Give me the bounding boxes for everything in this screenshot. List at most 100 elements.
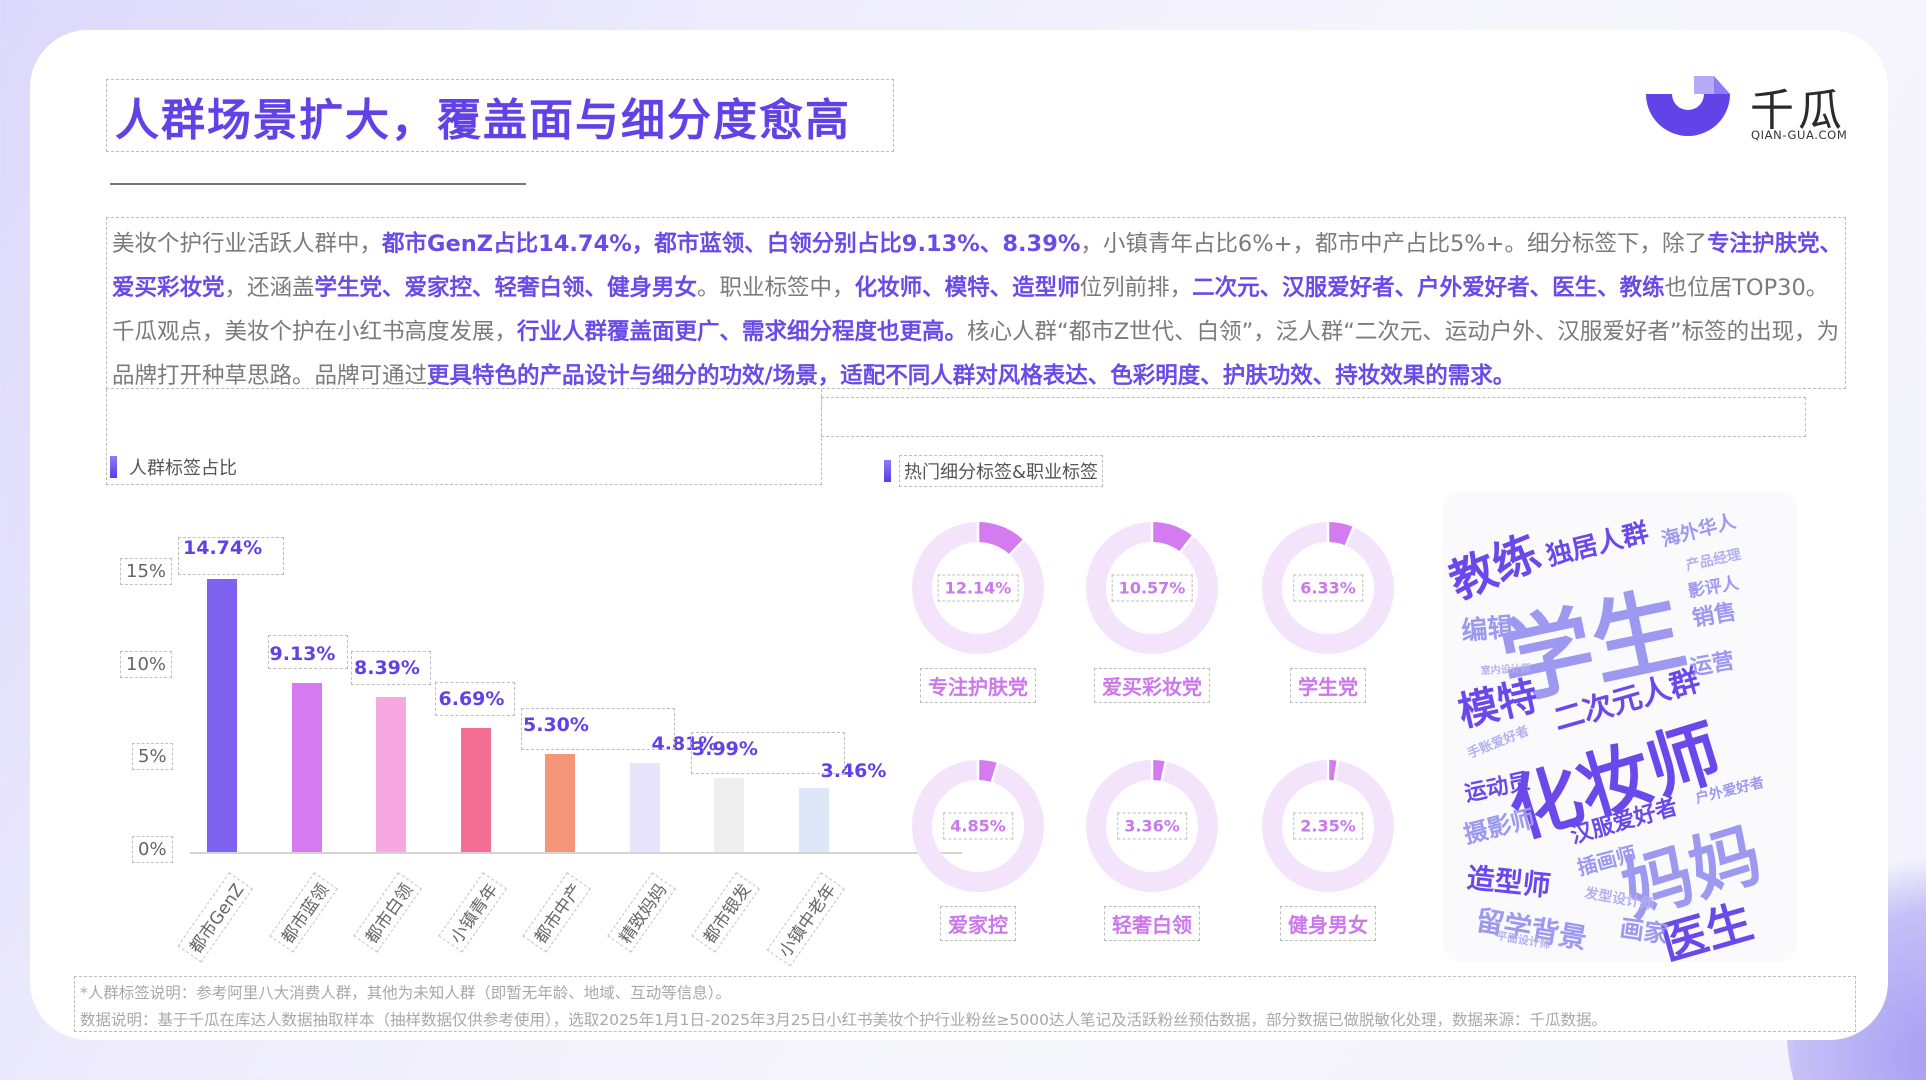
donut-percentage: 3.36% (1117, 812, 1187, 840)
donut-专注护肤党[interactable] (912, 522, 1044, 654)
x-axis (190, 852, 962, 854)
bar-精致妈妈[interactable] (629, 762, 660, 852)
x-axis-label: 精致妈妈 (606, 872, 676, 953)
qiangua-logo-icon (1646, 76, 1730, 136)
bar-都市银发[interactable] (714, 778, 744, 852)
body-text: 。职业标签中， (697, 275, 855, 301)
bar-value-label: 3.46% (820, 759, 887, 782)
value-label-box (351, 650, 431, 685)
donut-ring-icon (912, 522, 1044, 654)
bar-value-label: 3.99% (692, 738, 758, 761)
donut-label: 专注护肤党 (920, 668, 1036, 703)
donut-爱家控[interactable] (912, 760, 1044, 892)
summary-paragraph: 千瓜观点，美妆个护在小红书高度发展，行业人群覆盖面更广、需求细分程度也更高。核心… (112, 310, 1847, 398)
x-axis-label: 都市白领 (353, 872, 422, 953)
body-text: 千瓜观点，美妆个护在小红书高度发展， (112, 319, 518, 345)
logo-domain: QIAN-GUA.COM (1751, 128, 1848, 142)
donut-label: 爱家控 (940, 906, 1016, 941)
highlight-text: 专注护肤党、爱买彩妆党 (112, 231, 1843, 301)
highlight-text: 行业人群覆盖面更广、需求细分程度也更高。 (517, 319, 968, 345)
word-cloud-word: 海外华人 (1659, 510, 1739, 552)
highlight-text: 化妆师、模特、造型师 (854, 275, 1080, 301)
body-text: ，还涵盖 (224, 275, 315, 301)
body-text: ，小镇青年占比6%+，都市中产占比5%+。细分标签下，除了 (1080, 231, 1708, 257)
footer-note-crowd: *人群标签说明：参考阿里八大消费人群，其他为未知人群（即暂无年龄、地域、互动等信… (80, 984, 732, 1002)
value-label-box (435, 682, 515, 716)
summary-box (106, 217, 1846, 389)
value-label-box (178, 536, 284, 575)
donut-轻奢白领[interactable] (1086, 760, 1218, 892)
donut-label: 爱买彩妆党 (1094, 668, 1210, 703)
donut-percentage: 6.33% (1293, 574, 1363, 602)
bar-小镇青年[interactable] (460, 728, 491, 852)
bar-都市GenZ[interactable] (207, 578, 237, 852)
highlight-text: 更具特色的产品设计与细分的功效/场景，适配不同人群对风格表达、色彩明度、护肤功效… (427, 363, 1516, 389)
x-axis-label: 小镇中老年 (766, 872, 845, 967)
word-cloud-word: 造型师 (1465, 861, 1553, 903)
word-cloud-word: 销售 (1690, 599, 1739, 633)
highlight-text: 二次元、汉服爱好者、户外爱好者、医生、教练 (1192, 275, 1665, 301)
donut-label: 健身男女 (1280, 906, 1376, 941)
highlight-text: 都市GenZ占比14.74%，都市蓝领、白领分别占比9.13%、8.39% (382, 231, 1081, 257)
value-label-box (521, 707, 675, 750)
highlight-text: 学生党、爱家控、轻奢白领、健身男女 (314, 275, 698, 301)
word-cloud-word: 编辑 (1460, 612, 1515, 648)
y-axis-tick: 5% (132, 743, 173, 770)
bar-value-label: 6.69% (438, 688, 505, 710)
x-axis-label: 都市银发 (691, 872, 760, 953)
body-text: 位列前排， (1079, 275, 1193, 301)
donut-ring-icon (1262, 522, 1394, 654)
summary-paragraph: 美妆个护行业活跃人群中，都市GenZ占比14.74%，都市蓝领、白领分别占比9.… (112, 222, 1847, 310)
donut-percentage: 2.35% (1293, 812, 1363, 840)
bar-都市中产[interactable] (545, 753, 575, 852)
donut-ring-icon (1262, 760, 1394, 892)
occupation-word-cloud: 学生 化妆师 妈妈 教练 医生 模特 独居人群 二次元人群 海外华人 产品经理 影评人 销售 编辑 运营室… (1443, 492, 1797, 962)
x-axis-label: 都市蓝领 (268, 872, 338, 953)
body-text: 也位居TOP30。 (1664, 275, 1829, 301)
bar-都市白领[interactable] (376, 696, 406, 852)
y-axis-tick: 10% (120, 651, 173, 678)
bar-都市蓝领[interactable] (291, 682, 322, 852)
donut-爱买彩妆党[interactable] (1086, 522, 1218, 654)
x-axis-label: 小镇青年 (437, 872, 507, 953)
title-underline (110, 183, 526, 185)
section-label-tags: 热门细分标签&职业标签 (884, 455, 1104, 487)
donut-label: 轻奢白领 (1104, 906, 1200, 941)
donut-健身男女[interactable] (1262, 760, 1394, 892)
summary-box-highlight (821, 397, 1806, 437)
y-axis-tick: 0% (132, 836, 173, 863)
word-cloud-word: 运营 (1688, 648, 1737, 682)
section-label-crowd: 人群标签占比 (110, 452, 241, 482)
donut-percentage: 4.85% (943, 812, 1013, 840)
value-label-box (691, 732, 845, 775)
crowd-bar-chart: 0% 5% 10% 15% 14.74% 都市GenZ 9.13% 都市蓝领 8.39% 都市白领… (110, 520, 962, 967)
section-marker-icon (884, 460, 891, 482)
donut-ring-icon (912, 760, 1044, 892)
footer-notes-box (74, 976, 1856, 1032)
body-text: 美妆个护行业活跃人群中， (112, 231, 383, 257)
word-cloud-word: 画家 (1618, 914, 1670, 949)
donut-label: 学生党 (1290, 668, 1366, 703)
logo-name: 千瓜 (1750, 85, 1846, 136)
donut-percentage: 10.57% (1111, 574, 1193, 602)
summary-text: 美妆个护行业活跃人群中，都市GenZ占比14.74%，都市蓝领、白领分别占比9.… (112, 222, 1847, 398)
footer-note-data: 数据说明：基于千瓜在库达人数据抽取样本（抽样数据仅供参考使用），选取2025年1… (80, 1011, 1607, 1029)
title-box: 人群场景扩大，覆盖面与细分度愈高 (106, 79, 894, 152)
bar-value-label: 14.74% (183, 536, 263, 559)
y-axis-tick: 15% (120, 558, 173, 585)
body-text: 核心人群“都市Z世代、白领”，泛人群“二次元、运动户外、汉服爱好者”标签的出现，… (112, 319, 1840, 389)
donut-ring-icon (1086, 760, 1218, 892)
x-axis-label: 都市GenZ (177, 872, 253, 963)
section-marker-icon (110, 456, 117, 478)
donut-ring-icon (1086, 522, 1218, 654)
brand-logo: 千瓜 QIAN-GUA.COM (1638, 72, 1878, 152)
bar-value-label: 8.39% (354, 656, 420, 679)
summary-box-lower (106, 389, 822, 485)
donut-percentage: 12.14% (937, 574, 1019, 602)
bar-value-label: 9.13% (269, 642, 336, 665)
donut-学生党[interactable] (1262, 522, 1394, 654)
page-title: 人群场景扩大，覆盖面与细分度愈高 (115, 94, 851, 146)
x-axis-label: 都市中产 (522, 872, 591, 953)
bar-小镇中老年[interactable] (798, 787, 829, 852)
bar-value-label: 5.30% (523, 713, 589, 736)
